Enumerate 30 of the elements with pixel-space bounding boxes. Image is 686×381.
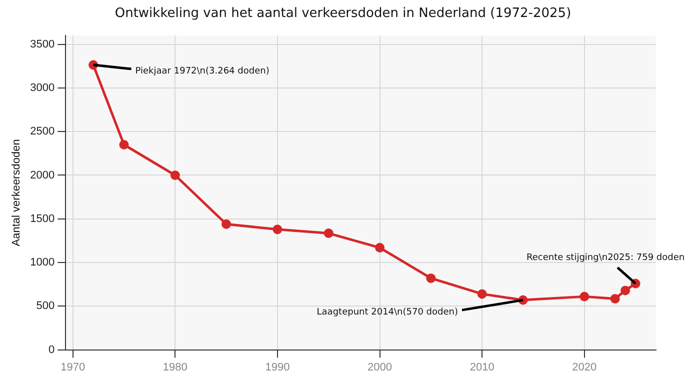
y-tick-label: 2500 (30, 126, 55, 138)
y-axis-title: Aantal verkeersdoden (10, 139, 23, 246)
point (375, 242, 385, 252)
chart-title: Ontwikkeling van het aantal verkeersdoden in Nederland (1972-2025) (114, 6, 572, 21)
point (610, 294, 620, 304)
x-tick-label: 2000 (368, 361, 392, 374)
point (324, 228, 334, 238)
x-tick-label: 2020 (572, 361, 597, 374)
y-tick-label: 3500 (30, 38, 55, 50)
point (477, 289, 487, 299)
y-tick-label: 3000 (30, 82, 55, 94)
x-tick-label: 1990 (265, 361, 290, 374)
point (170, 170, 180, 180)
x-tick-label: 1970 (60, 361, 86, 374)
point (119, 140, 129, 150)
x-tick-label: 1980 (162, 361, 188, 374)
point (580, 292, 590, 302)
y-tick-label: 0 (48, 344, 55, 356)
annotation: Piekjaar 1972\n(3.264 doden) (135, 66, 270, 76)
y-tick-label: 1000 (30, 256, 55, 269)
annotation: Recente stijging\n2025: 759 doden (526, 252, 685, 263)
y-tick-label: 2000 (30, 169, 55, 182)
y-tick-label: 1500 (30, 212, 55, 225)
point (222, 219, 232, 229)
point (620, 286, 630, 296)
y-tick-label: 500 (36, 300, 55, 312)
x-tick-label: 2010 (470, 361, 494, 374)
point (426, 273, 436, 283)
point (272, 224, 282, 234)
annotation: Laagtepunt 2014\n(570 doden) (316, 307, 458, 318)
